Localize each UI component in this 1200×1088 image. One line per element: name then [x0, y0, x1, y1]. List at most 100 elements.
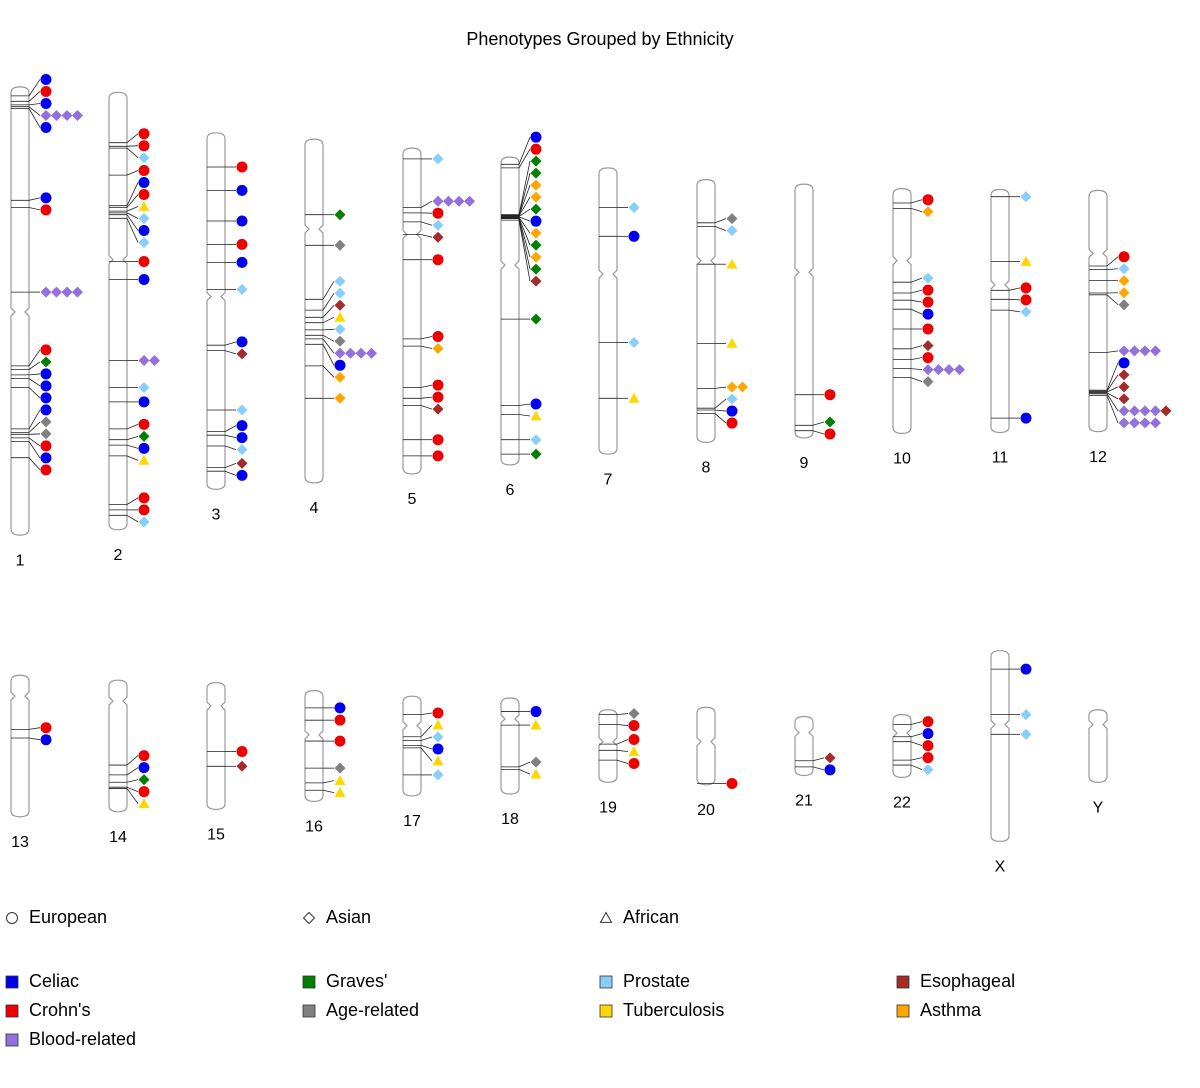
chromosome-label: 3 [212, 506, 221, 523]
chromosome-label: 14 [109, 829, 127, 846]
marker [531, 144, 542, 155]
chromosome [207, 133, 225, 489]
marker [531, 314, 542, 325]
marker [727, 382, 738, 393]
marker [139, 128, 150, 139]
connector [127, 768, 138, 775]
connector [29, 388, 40, 398]
connector [617, 760, 628, 763]
marker [139, 165, 150, 176]
chromosome [403, 148, 421, 474]
marker [41, 734, 52, 745]
marker [464, 196, 475, 207]
connector [911, 290, 922, 293]
marker [923, 194, 934, 205]
connector [323, 366, 334, 377]
connector [1009, 310, 1020, 312]
connector [911, 346, 922, 349]
marker [1021, 306, 1032, 317]
marker [72, 110, 83, 121]
chromosome [207, 683, 225, 810]
legend-shape [7, 913, 18, 924]
connector [323, 329, 334, 330]
legend-label: Prostate [623, 971, 690, 991]
marker [335, 715, 346, 726]
chromosome-label: 6 [506, 482, 515, 499]
connector [715, 226, 726, 230]
connector [225, 426, 236, 432]
chromosome [403, 696, 421, 796]
marker [139, 504, 150, 515]
marker [727, 225, 738, 236]
marker [41, 344, 52, 355]
marker [237, 239, 248, 250]
marker [139, 419, 150, 430]
connector [421, 406, 432, 410]
connector [127, 148, 138, 158]
marker [345, 348, 356, 359]
marker [335, 736, 346, 747]
marker [41, 440, 52, 451]
connector [1107, 257, 1118, 266]
connector [127, 445, 138, 448]
connector [813, 431, 824, 434]
connector [519, 762, 530, 767]
legend-label: Graves' [326, 971, 387, 991]
marker [139, 396, 150, 407]
marker [335, 372, 346, 383]
connector [519, 217, 530, 221]
marker [629, 746, 640, 756]
marker [1119, 263, 1130, 274]
legend-label: Asian [326, 907, 371, 927]
marker [1021, 191, 1032, 202]
marker [727, 338, 738, 348]
marker [433, 380, 444, 391]
marker [531, 720, 542, 730]
connector [617, 750, 628, 751]
marker [923, 716, 934, 727]
marker [366, 348, 377, 359]
marker [139, 225, 150, 236]
connector [421, 385, 432, 387]
marker [149, 355, 160, 366]
connector [127, 206, 138, 211]
marker [531, 769, 542, 779]
marker [825, 417, 836, 428]
marker [237, 458, 248, 469]
marker [139, 152, 150, 163]
marker [727, 406, 738, 417]
chromosome-label: 20 [697, 802, 715, 819]
chromosome [109, 680, 127, 812]
marker [237, 761, 248, 772]
legend-swatch [897, 976, 909, 988]
marker [433, 720, 444, 730]
marker [531, 180, 542, 191]
connector [519, 219, 530, 270]
marker [335, 763, 346, 774]
marker [454, 196, 465, 207]
marker [923, 309, 934, 320]
marker [139, 492, 150, 503]
marker [1129, 345, 1140, 356]
marker [1119, 381, 1130, 392]
chromosome [1089, 710, 1107, 783]
marker [923, 752, 934, 763]
connector [421, 222, 432, 225]
marker [433, 196, 444, 207]
marker [531, 156, 542, 167]
marker [727, 778, 738, 789]
connector [911, 765, 922, 770]
legend-label: Age-related [326, 1000, 419, 1020]
chromosome [697, 180, 715, 443]
marker [531, 168, 542, 179]
marker [531, 132, 542, 143]
connector [29, 438, 40, 446]
chromosome-label: 12 [1089, 449, 1107, 466]
marker [335, 276, 346, 287]
marker [923, 297, 934, 308]
connector [29, 103, 40, 104]
connector [1107, 351, 1118, 353]
chromosome-label: 5 [408, 491, 417, 508]
marker [433, 254, 444, 265]
